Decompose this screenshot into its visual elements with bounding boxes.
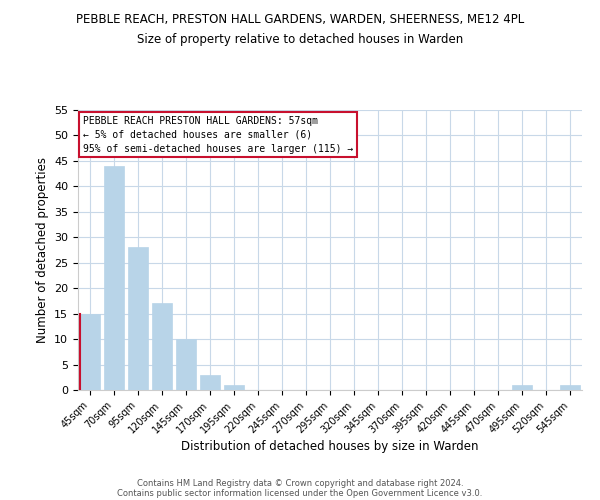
Bar [560, 385, 580, 390]
Bar [200, 374, 220, 390]
Text: PEBBLE REACH, PRESTON HALL GARDENS, WARDEN, SHEERNESS, ME12 4PL: PEBBLE REACH, PRESTON HALL GARDENS, WARD… [76, 12, 524, 26]
Bar [104, 166, 124, 390]
Bar [224, 385, 244, 390]
Bar [176, 339, 196, 390]
Y-axis label: Number of detached properties: Number of detached properties [35, 157, 49, 343]
Bar [512, 385, 532, 390]
X-axis label: Distribution of detached houses by size in Warden: Distribution of detached houses by size … [181, 440, 479, 453]
Text: Size of property relative to detached houses in Warden: Size of property relative to detached ho… [137, 32, 463, 46]
Bar [128, 248, 148, 390]
Bar [80, 314, 100, 390]
Bar [152, 304, 172, 390]
Text: Contains HM Land Registry data © Crown copyright and database right 2024.: Contains HM Land Registry data © Crown c… [137, 478, 463, 488]
Text: PEBBLE REACH PRESTON HALL GARDENS: 57sqm
← 5% of detached houses are smaller (6): PEBBLE REACH PRESTON HALL GARDENS: 57sqm… [83, 116, 353, 154]
Text: Contains public sector information licensed under the Open Government Licence v3: Contains public sector information licen… [118, 488, 482, 498]
